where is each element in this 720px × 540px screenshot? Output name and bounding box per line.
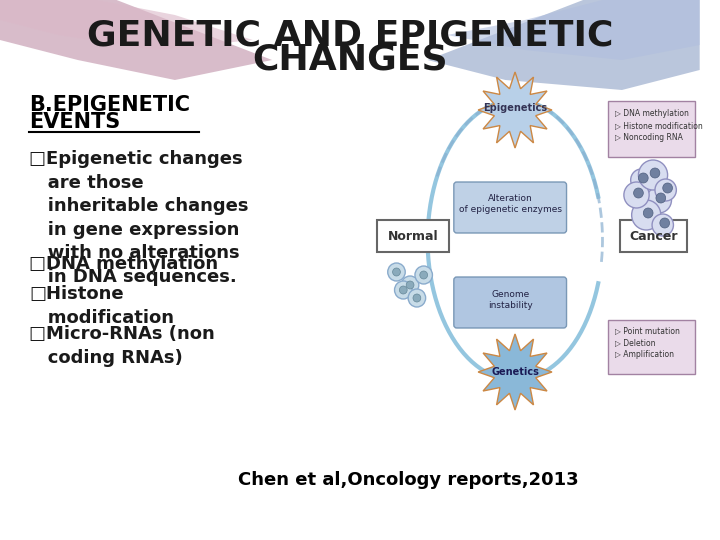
- Text: Cancer: Cancer: [630, 230, 678, 242]
- Polygon shape: [0, 0, 253, 50]
- Text: Genome
instability: Genome instability: [488, 291, 533, 310]
- Text: Epigenetics: Epigenetics: [483, 103, 547, 113]
- Circle shape: [420, 271, 428, 279]
- Circle shape: [655, 179, 676, 201]
- Text: Genetics: Genetics: [491, 367, 539, 377]
- Text: CHANGES: CHANGES: [252, 43, 448, 77]
- FancyBboxPatch shape: [620, 220, 687, 252]
- Text: ▷ Point mutation
▷ Deletion
▷ Amplification: ▷ Point mutation ▷ Deletion ▷ Amplificat…: [615, 326, 680, 359]
- Circle shape: [652, 214, 673, 236]
- Polygon shape: [447, 0, 700, 60]
- Circle shape: [395, 281, 412, 299]
- Circle shape: [647, 187, 672, 213]
- Circle shape: [413, 294, 420, 302]
- Circle shape: [392, 268, 400, 276]
- Circle shape: [631, 169, 652, 191]
- Text: GENETIC AND EPIGENETIC: GENETIC AND EPIGENETIC: [86, 18, 613, 52]
- FancyBboxPatch shape: [454, 182, 567, 233]
- Circle shape: [631, 200, 661, 230]
- Circle shape: [643, 208, 653, 218]
- Circle shape: [415, 266, 433, 284]
- Circle shape: [650, 168, 660, 178]
- Circle shape: [660, 218, 670, 228]
- Polygon shape: [478, 334, 552, 410]
- Circle shape: [624, 182, 649, 208]
- Text: □DNA methylation: □DNA methylation: [29, 255, 218, 273]
- Text: □Epigenetic changes
   are those
   inheritable changes
   in gene expression
  : □Epigenetic changes are those inheritabl…: [29, 150, 248, 286]
- Circle shape: [639, 160, 667, 190]
- Circle shape: [401, 276, 419, 294]
- Text: □Histone
   modification: □Histone modification: [29, 285, 174, 327]
- Circle shape: [662, 183, 672, 193]
- Polygon shape: [428, 0, 700, 90]
- Polygon shape: [0, 0, 272, 80]
- Circle shape: [400, 286, 408, 294]
- Circle shape: [634, 188, 643, 198]
- Polygon shape: [478, 72, 552, 148]
- Text: B.EPIGENETIC: B.EPIGENETIC: [29, 95, 190, 115]
- FancyBboxPatch shape: [608, 320, 695, 374]
- Text: Alteration
of epigenetic enzymes: Alteration of epigenetic enzymes: [459, 194, 562, 214]
- Circle shape: [406, 281, 414, 289]
- Text: Chen et al,Oncology reports,2013: Chen et al,Oncology reports,2013: [238, 471, 578, 489]
- FancyBboxPatch shape: [454, 277, 567, 328]
- FancyBboxPatch shape: [377, 220, 449, 252]
- Circle shape: [388, 263, 405, 281]
- Text: ▷ DNA methylation
▷ Histone modification
▷ Noncoding RNA: ▷ DNA methylation ▷ Histone modification…: [615, 109, 703, 141]
- FancyBboxPatch shape: [608, 101, 695, 157]
- Text: EVENTS: EVENTS: [29, 112, 120, 132]
- Circle shape: [408, 289, 426, 307]
- Circle shape: [656, 193, 666, 203]
- Text: Normal: Normal: [387, 230, 438, 242]
- Text: □Micro-RNAs (non
   coding RNAs): □Micro-RNAs (non coding RNAs): [29, 325, 215, 367]
- Circle shape: [639, 173, 648, 183]
